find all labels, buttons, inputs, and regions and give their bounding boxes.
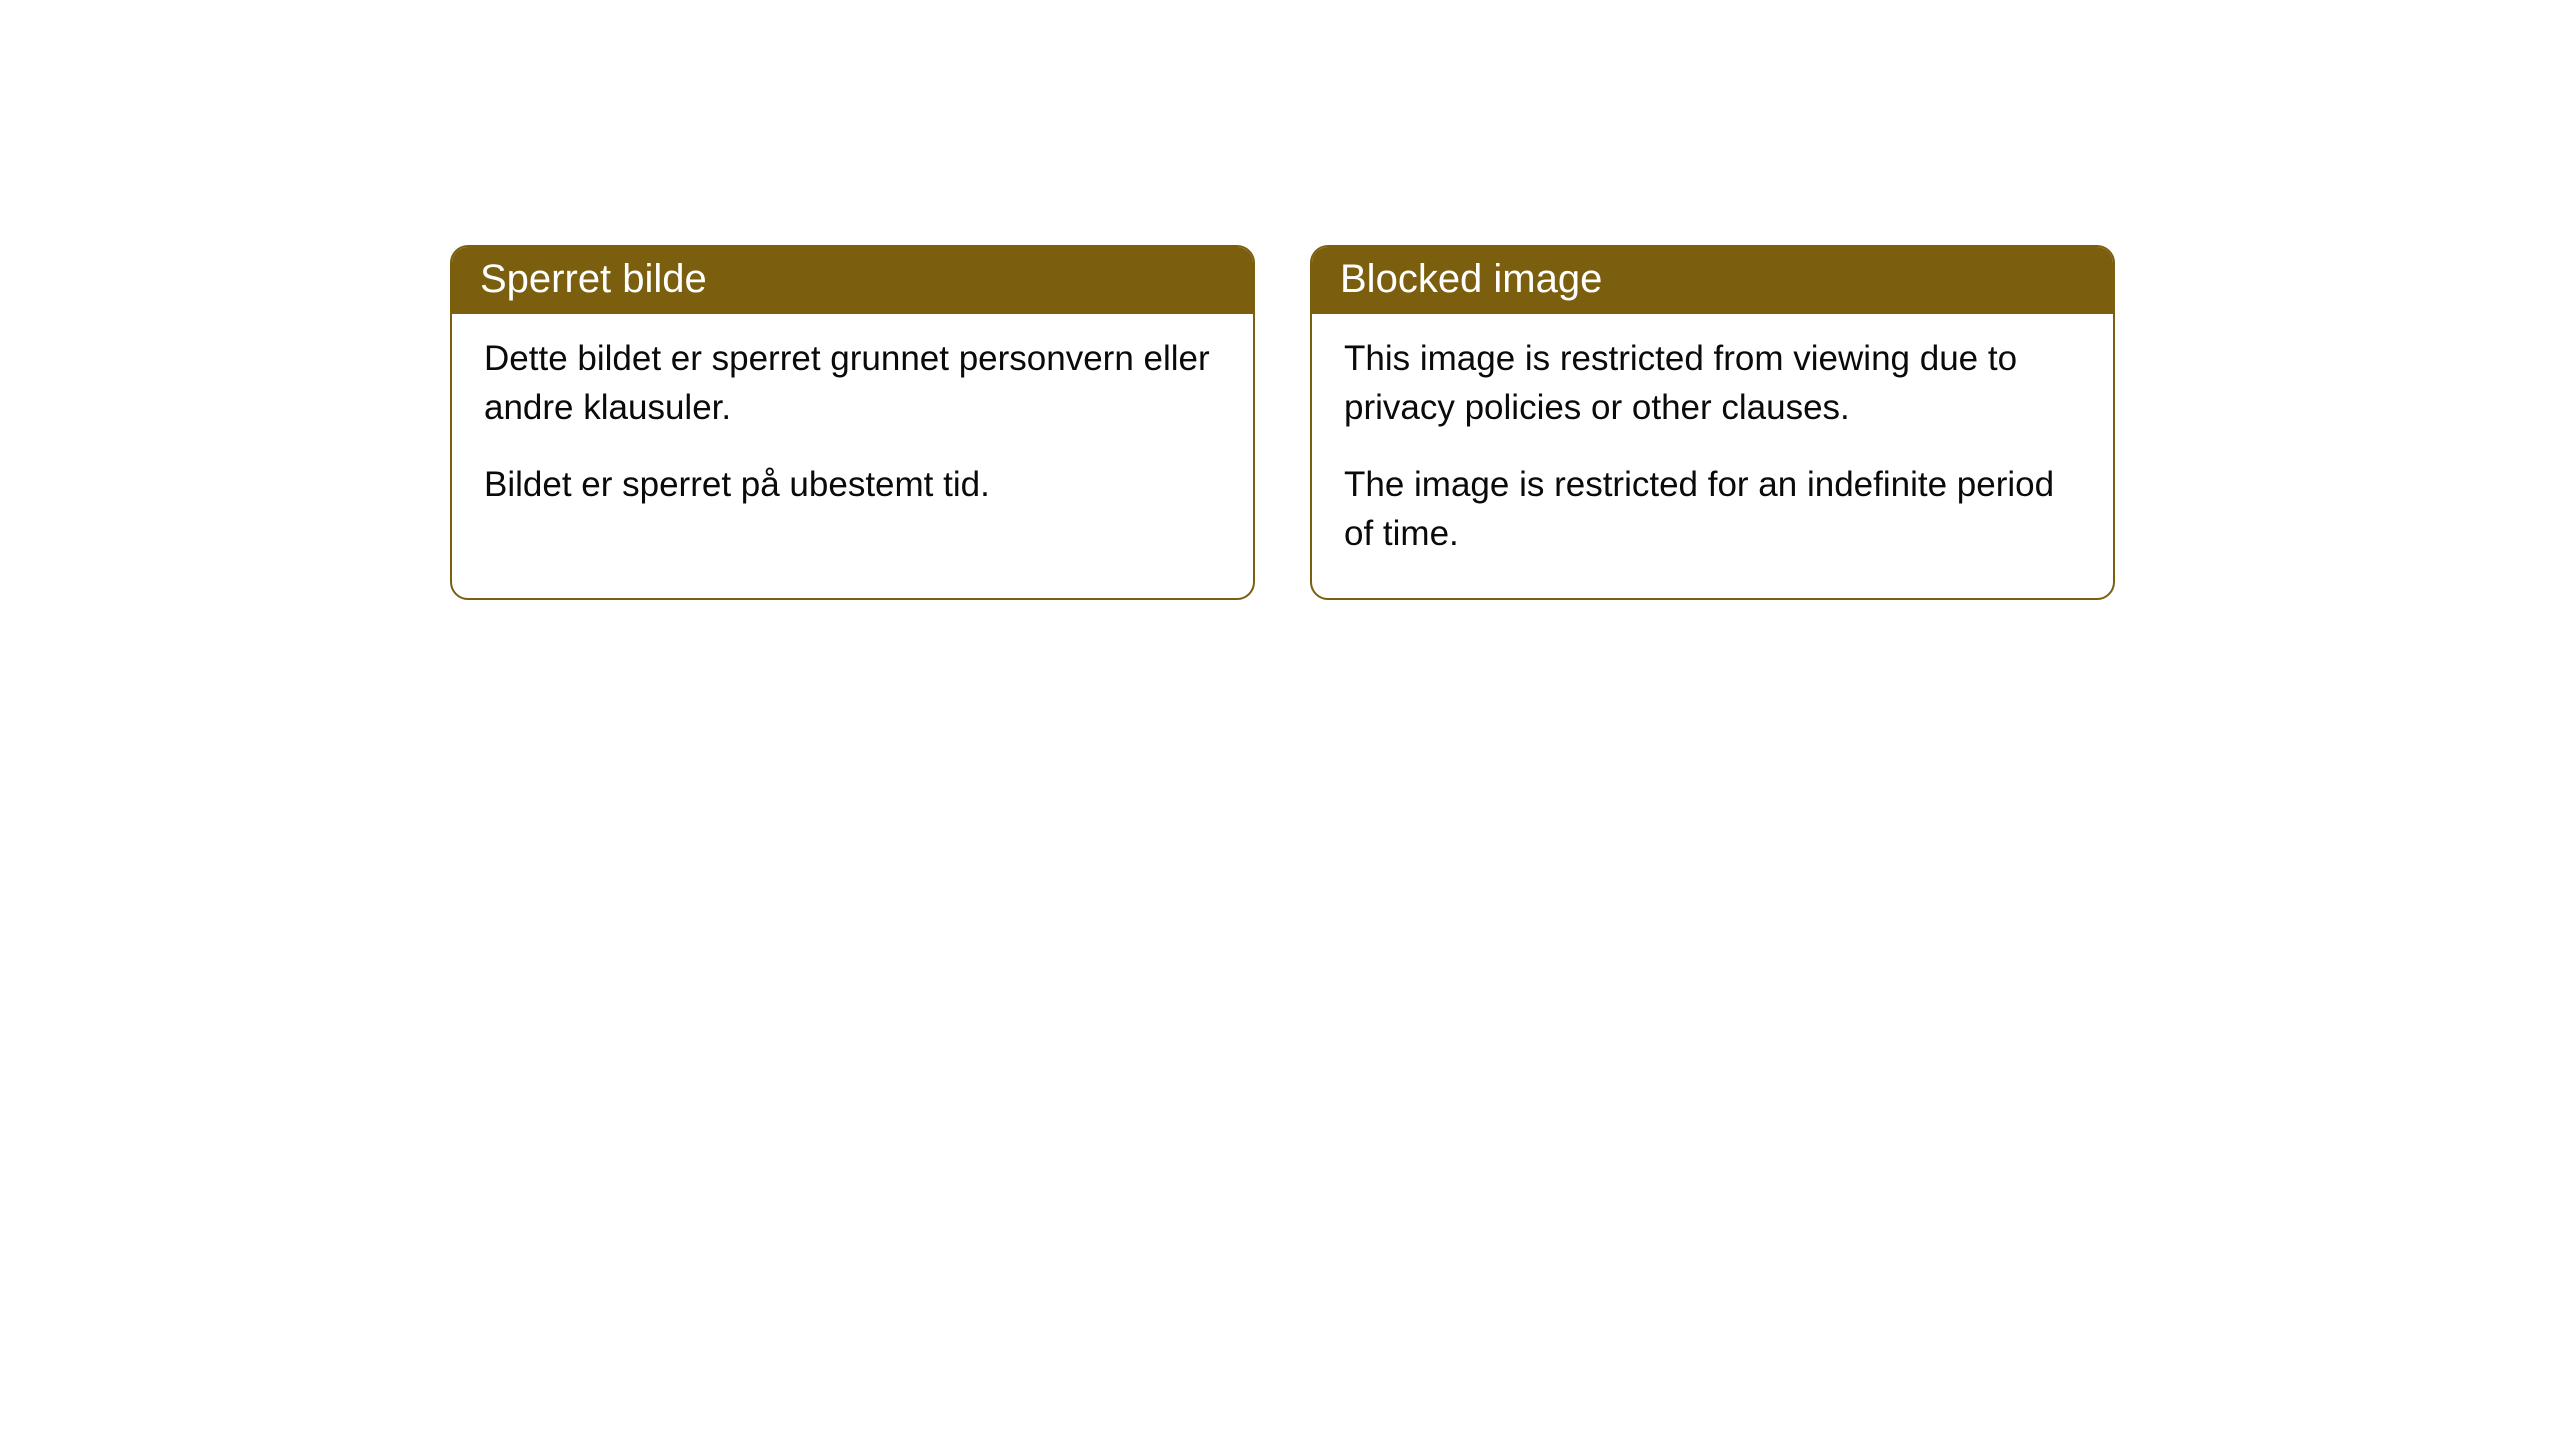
- card-english: Blocked image This image is restricted f…: [1310, 245, 2115, 600]
- card-body-norwegian: Dette bildet er sperret grunnet personve…: [452, 314, 1253, 549]
- card-header-norwegian: Sperret bilde: [452, 247, 1253, 314]
- card-paragraph: This image is restricted from viewing du…: [1344, 334, 2081, 432]
- card-paragraph: The image is restricted for an indefinit…: [1344, 460, 2081, 558]
- card-paragraph: Bildet er sperret på ubestemt tid.: [484, 460, 1221, 509]
- card-header-english: Blocked image: [1312, 247, 2113, 314]
- card-paragraph: Dette bildet er sperret grunnet personve…: [484, 334, 1221, 432]
- card-norwegian: Sperret bilde Dette bildet er sperret gr…: [450, 245, 1255, 600]
- cards-container: Sperret bilde Dette bildet er sperret gr…: [450, 245, 2560, 600]
- card-body-english: This image is restricted from viewing du…: [1312, 314, 2113, 598]
